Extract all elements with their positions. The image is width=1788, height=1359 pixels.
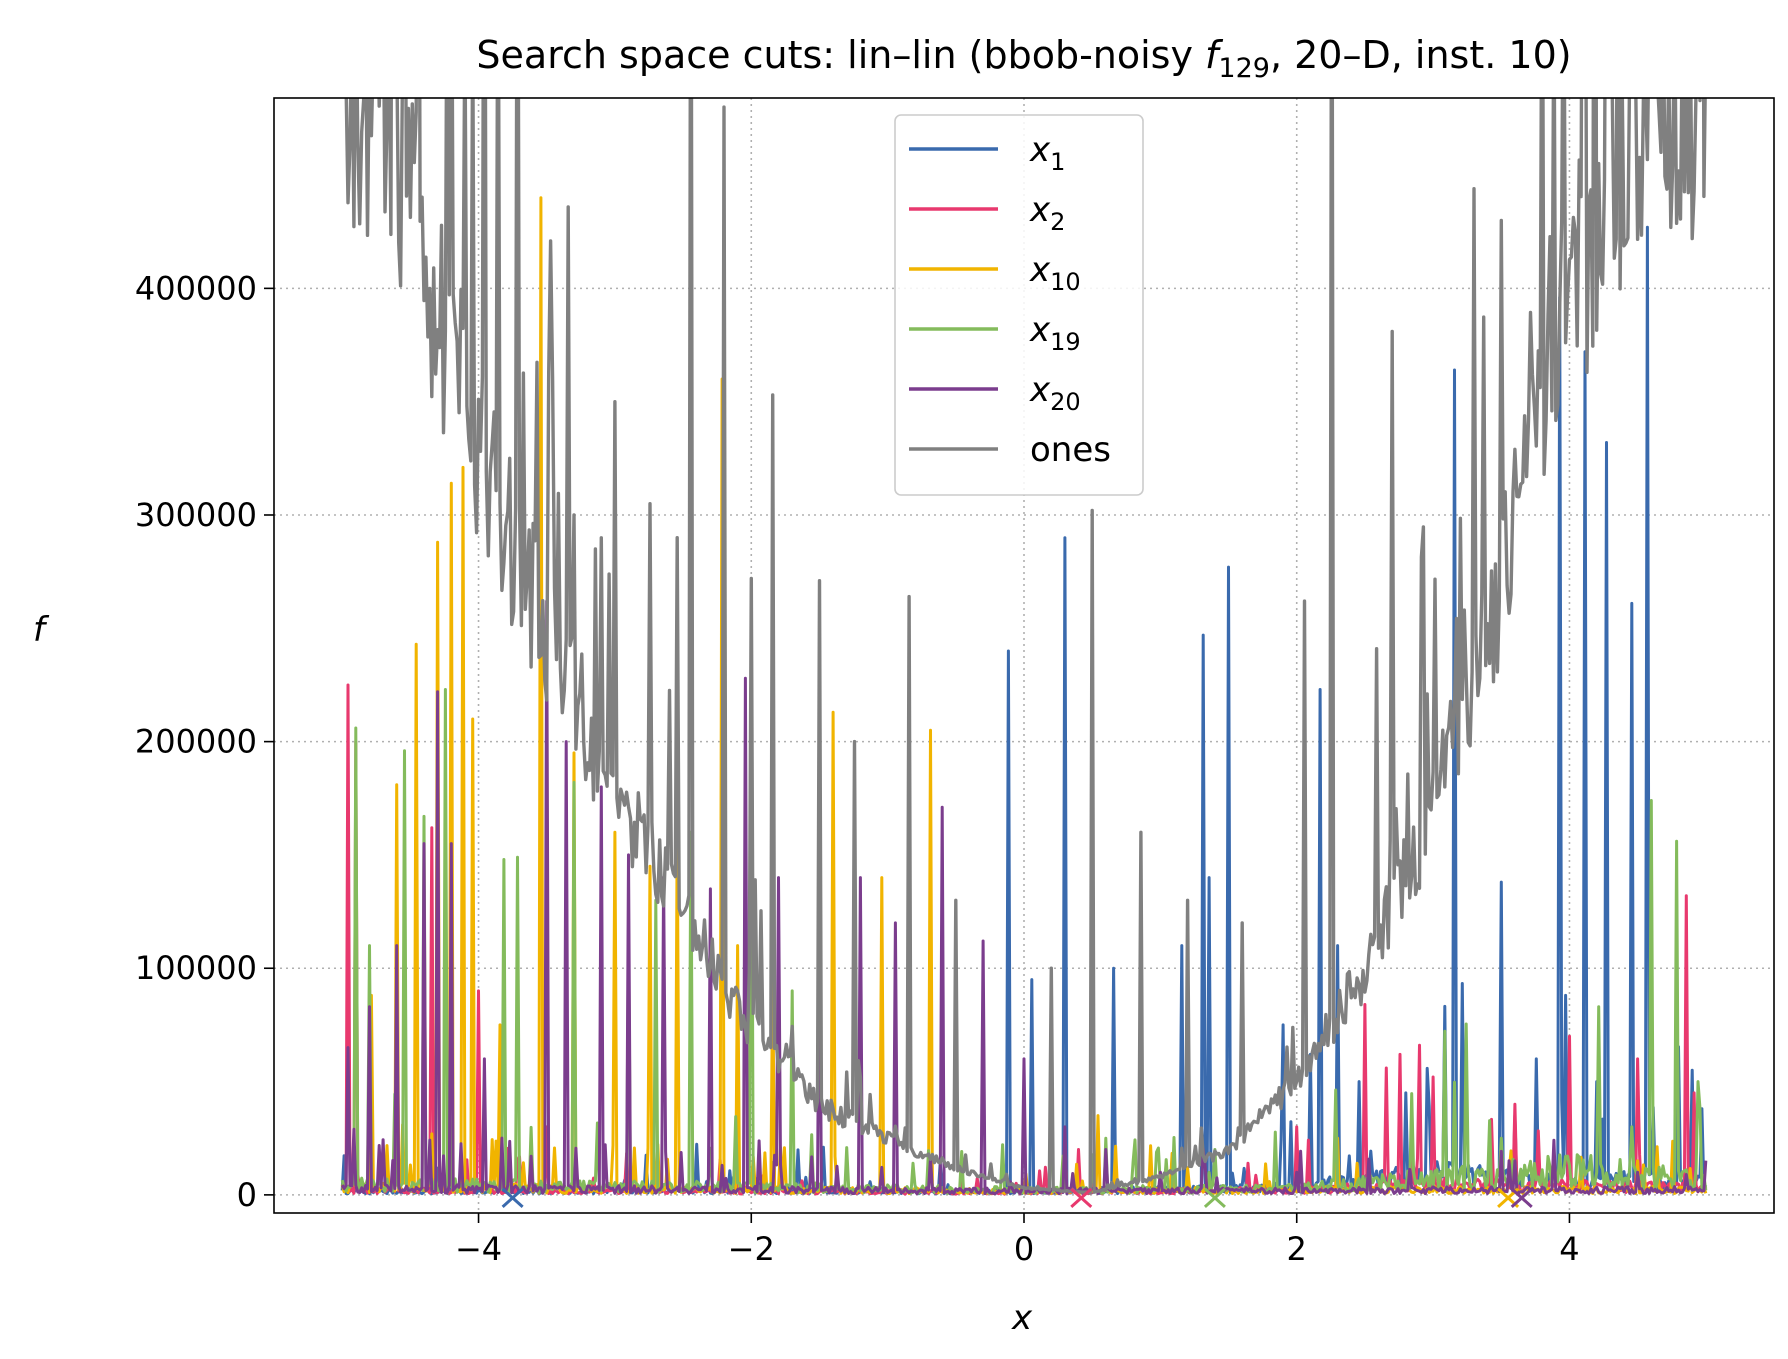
legend-label: x1 <box>1029 130 1065 176</box>
series-line-x10 <box>340 196 1708 1196</box>
legend-label-var: x <box>1029 370 1051 410</box>
chart-title-suffix: , 20–D, inst. 10) <box>1270 33 1572 77</box>
legend-label-sub: 2 <box>1050 208 1065 236</box>
legend-label-sub: 19 <box>1050 328 1081 356</box>
legend-label-sub: 10 <box>1050 268 1081 296</box>
series-layer <box>340 98 1708 1196</box>
chart-title-sub: 129 <box>1218 53 1270 84</box>
legend-label-sub: 1 <box>1050 148 1065 176</box>
legend-label: x20 <box>1029 370 1081 416</box>
legend-label: x2 <box>1029 190 1065 236</box>
tick-layer: −4 −2 0 2 4 0 100000 200000 300000 400000 <box>135 269 1580 1268</box>
y-tick-label: 400000 <box>135 269 257 307</box>
series-line-x20 <box>340 599 1708 1196</box>
y-tick-label: 300000 <box>135 496 257 534</box>
legend-label-var: x <box>1029 250 1051 290</box>
y-axis-label: f <box>33 610 50 650</box>
optimum-marker-x1 <box>501 1187 524 1208</box>
x-tick-label: 4 <box>1559 1230 1579 1268</box>
legend-label-sub: 20 <box>1050 388 1081 416</box>
legend-label: x19 <box>1029 310 1081 356</box>
optimum-marker-x2 <box>1070 1187 1093 1208</box>
x-axis-label: x <box>1011 1298 1033 1338</box>
x-tick-label: 0 <box>1014 1230 1034 1268</box>
legend-label: ones <box>1030 430 1111 470</box>
legend-label: x10 <box>1029 250 1081 296</box>
optimum-marker-x20 <box>1510 1187 1533 1208</box>
y-tick-label: 200000 <box>135 723 257 761</box>
x-tick-label: 2 <box>1287 1230 1307 1268</box>
marker-layer <box>501 1187 1533 1208</box>
series-line-ones <box>344 98 1707 1195</box>
chart-title-prefix: Search space cuts: lin–lin (bbob-noisy <box>476 33 1205 77</box>
optimum-marker-x19 <box>1203 1187 1226 1208</box>
y-tick-label: 100000 <box>135 949 257 987</box>
x-tick-label: −4 <box>455 1230 502 1268</box>
legend-label-var: x <box>1029 190 1051 230</box>
x-tick-label: −2 <box>728 1230 775 1268</box>
legend-label-var: x <box>1029 310 1051 350</box>
y-tick-label: 0 <box>237 1176 257 1214</box>
legend-label-var: x <box>1029 130 1051 170</box>
chart-title: Search space cuts: lin–lin (bbob-noisy f… <box>476 33 1571 84</box>
